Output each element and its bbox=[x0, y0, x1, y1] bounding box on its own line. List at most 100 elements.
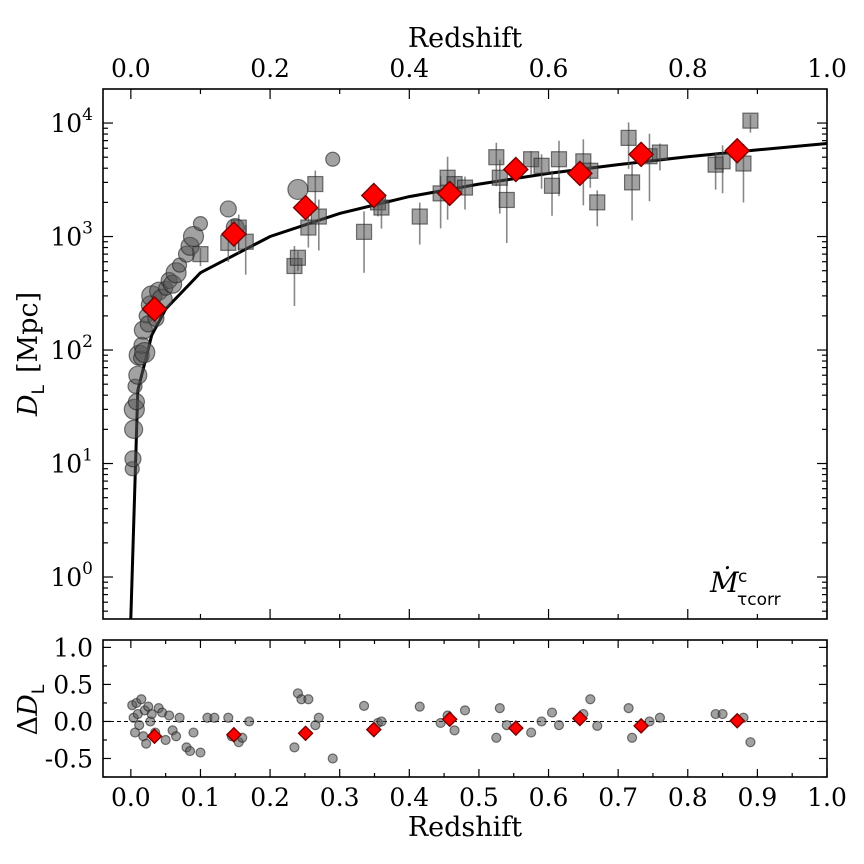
top-x-tick-label: 0.6 bbox=[529, 54, 569, 83]
residual-circle-marker bbox=[546, 707, 558, 718]
bottom-y-axis-title: ΔDL bbox=[13, 684, 49, 735]
residual-circle-marker bbox=[146, 708, 157, 720]
low-z-circle-marker bbox=[124, 450, 142, 468]
residual-circle-marker bbox=[459, 705, 471, 716]
gray-marker-layer bbox=[123, 112, 759, 477]
residual-circle-marker bbox=[358, 700, 370, 712]
annotation-subscript: τcorr bbox=[737, 590, 781, 610]
high-z-square-marker bbox=[543, 177, 561, 194]
top-x-tick-label: 1.0 bbox=[807, 54, 847, 83]
high-z-square-marker bbox=[742, 112, 759, 129]
high-z-square-marker bbox=[289, 249, 307, 266]
bottom-panel: 0.0 0.1 0.2 0.3 0.4 0.5 0.6 0.7 0.8 0.9 1.0 -0.5 0.… bbox=[13, 633, 847, 843]
model-curve-layer bbox=[129, 142, 828, 620]
high-z-square-marker bbox=[589, 194, 606, 211]
binned-residual-diamond bbox=[225, 726, 242, 743]
bottom-ticks bbox=[103, 640, 828, 778]
high-z-square-marker bbox=[488, 149, 505, 166]
binned-average-diamond bbox=[220, 221, 247, 248]
residual-circle-marker bbox=[526, 727, 537, 738]
top-x-tick-label: 0.4 bbox=[389, 54, 429, 83]
top-y-tick-label: 104 bbox=[50, 105, 93, 138]
residual-circle-marker bbox=[376, 716, 387, 727]
low-z-circle-marker bbox=[219, 200, 237, 218]
low-z-circle-marker bbox=[128, 365, 148, 385]
residual-marker-layer bbox=[127, 688, 756, 764]
y-axis-subscript: L bbox=[29, 384, 49, 394]
residual-circle-marker bbox=[134, 720, 145, 731]
residual-circle-marker bbox=[313, 712, 324, 723]
y-axis-symbol: D bbox=[13, 394, 44, 417]
low-z-circle-marker bbox=[127, 393, 146, 411]
high-z-square-marker bbox=[411, 208, 428, 225]
residual-circle-marker bbox=[136, 694, 147, 705]
residual-circle-marker bbox=[195, 747, 206, 758]
top-plot-frame bbox=[102, 88, 828, 620]
top-y-axis-title: DL [Mpc] bbox=[13, 292, 49, 417]
residual-circle-marker bbox=[303, 694, 314, 705]
model-curve bbox=[129, 142, 828, 620]
bottom-x-axis-title: Redshift bbox=[408, 812, 522, 843]
high-z-square-marker bbox=[307, 175, 324, 193]
binned-average-diamond bbox=[436, 180, 463, 207]
delta-y-subscript: L bbox=[29, 684, 49, 694]
high-z-square-marker bbox=[651, 144, 669, 161]
residual-circle-marker bbox=[592, 720, 603, 732]
residual-circle-marker bbox=[626, 732, 638, 743]
bottom-x-tick-label: 0.2 bbox=[250, 783, 290, 812]
residual-circle-marker bbox=[164, 710, 175, 721]
bottom-y-tick-label: 1.0 bbox=[53, 633, 93, 662]
top-x-tick-label: 0.8 bbox=[668, 54, 708, 83]
high-z-square-marker bbox=[192, 246, 209, 263]
bottom-x-tick-label: 0.4 bbox=[389, 783, 429, 812]
bottom-x-tick-label: 0.5 bbox=[459, 783, 499, 812]
residual-circle-marker bbox=[494, 703, 505, 714]
binned-average-diamond bbox=[502, 156, 529, 183]
annotation-superscript: c bbox=[738, 567, 747, 587]
delta-y-symbol: D bbox=[13, 694, 44, 717]
top-x-tick-labels: 0.0 0.2 0.4 0.6 0.8 1.0 bbox=[111, 54, 847, 83]
red-marker-layer bbox=[141, 137, 751, 322]
binned-average-diamond bbox=[628, 141, 655, 168]
residual-circle-marker bbox=[170, 731, 182, 742]
top-y-tick-label: 100 bbox=[50, 559, 93, 592]
residual-circle-marker bbox=[585, 694, 596, 705]
residual-circle-marker bbox=[414, 701, 425, 712]
top-y-tick-label: 101 bbox=[50, 446, 93, 479]
binned-residual-diamond bbox=[633, 717, 650, 734]
bottom-plot-frame bbox=[102, 639, 828, 778]
high-z-square-marker bbox=[491, 169, 508, 186]
residual-circle-marker bbox=[244, 716, 255, 727]
residual-circle-marker bbox=[536, 716, 547, 727]
high-z-square-marker bbox=[456, 179, 474, 196]
bottom-x-tick-label: 0.6 bbox=[529, 783, 569, 812]
delta-symbol: Δ bbox=[13, 716, 44, 736]
top-y-tick-label: 102 bbox=[50, 332, 93, 365]
residual-circle-marker bbox=[435, 717, 446, 729]
high-z-square-marker bbox=[623, 174, 641, 191]
residual-circle-marker bbox=[717, 708, 728, 720]
residual-circle-marker bbox=[289, 742, 300, 753]
low-z-circle-marker bbox=[325, 151, 341, 167]
high-z-square-marker bbox=[714, 153, 731, 170]
residual-circle-marker bbox=[654, 712, 666, 723]
top-y-tick-label: 103 bbox=[50, 219, 93, 252]
error-bar-layer bbox=[199, 114, 752, 307]
binned-residual-diamond bbox=[571, 710, 588, 727]
bottom-x-tick-label: 0.8 bbox=[668, 783, 708, 812]
bottom-x-tick-labels: 0.0 0.1 0.2 0.3 0.4 0.5 0.6 0.7 0.8 0.9 1.0 bbox=[111, 783, 847, 812]
low-z-circle-marker bbox=[134, 341, 156, 364]
binned-average-diamond bbox=[292, 194, 319, 221]
bottom-y-tick-labels: -0.5 0.0 0.5 1.0 bbox=[45, 633, 93, 773]
residual-circle-marker bbox=[327, 753, 338, 764]
residual-circle-marker bbox=[491, 732, 502, 743]
top-ticks bbox=[103, 89, 828, 619]
binned-residual-diamond bbox=[297, 725, 314, 742]
binned-residual-diamond bbox=[146, 728, 163, 745]
residual-circle-marker bbox=[745, 737, 756, 748]
bottom-y-tick-label: -0.5 bbox=[45, 744, 93, 773]
residual-circle-marker bbox=[174, 712, 185, 723]
binned-average-diamond bbox=[566, 160, 593, 187]
residual-circle-marker bbox=[623, 703, 634, 714]
